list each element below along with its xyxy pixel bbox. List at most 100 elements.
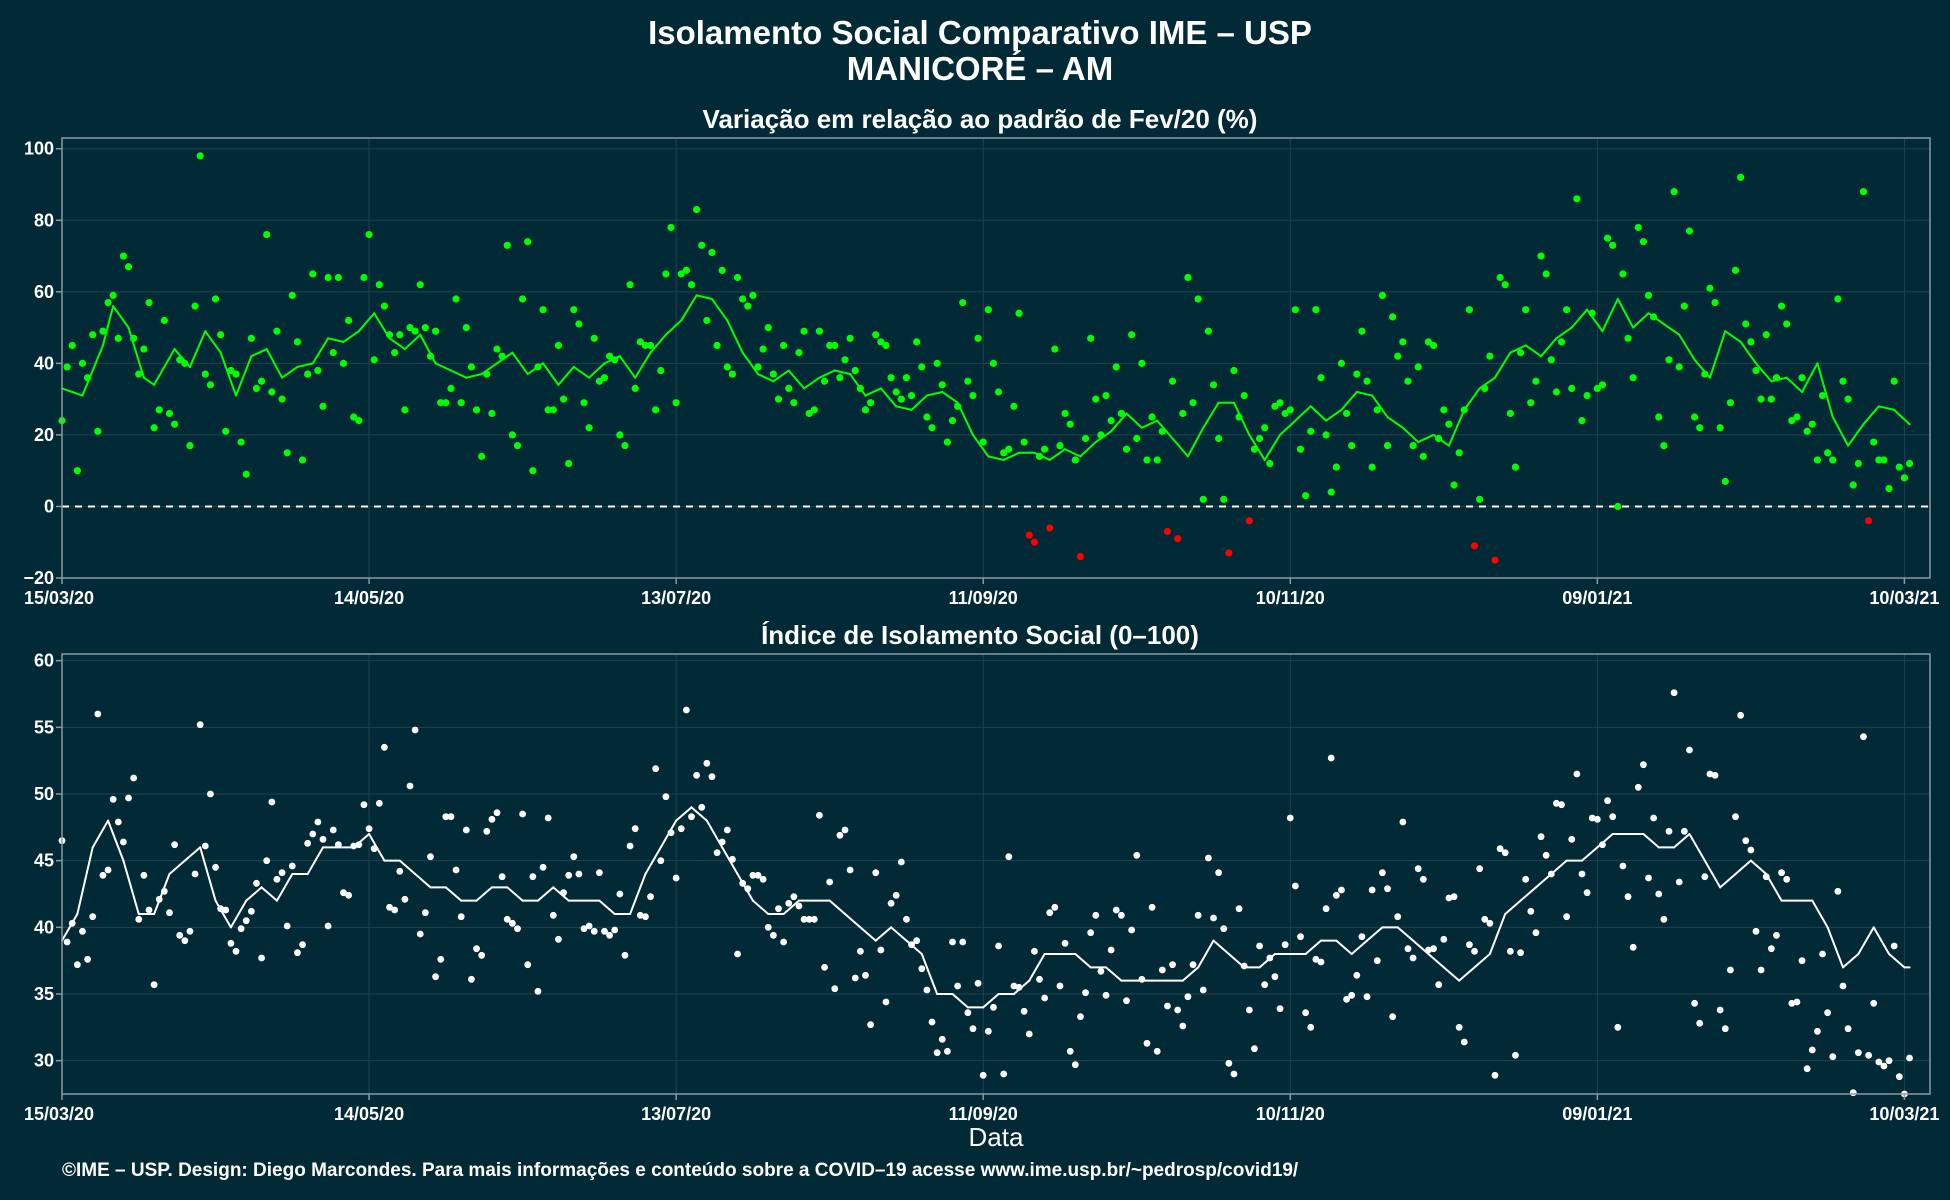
p1-data-point [785,384,793,393]
p2-data-point [145,906,153,914]
p2-data-point [1716,1006,1724,1014]
p2-data-point [406,782,414,790]
p2-data-point [1471,947,1478,955]
p2-data-point [1445,894,1453,902]
p1-data-point [820,377,829,385]
p1-data-point [810,406,818,414]
p1-trend-segment [1724,330,1742,343]
p2-data-point [171,841,178,849]
p2-trend-segment [1734,859,1752,875]
p1-data-point [385,331,394,339]
p1-data-point [421,323,429,332]
p2-data-point [790,893,798,901]
p2-data-point [1082,989,1089,997]
p1-data-point [1522,306,1530,314]
p1-trend-segment [311,337,330,365]
p1-data-point [1803,427,1811,435]
p2-data-point [1348,991,1356,999]
p2-trend-segment [1811,899,1829,929]
p1-data-point [68,341,76,350]
p1-data-point [1670,188,1678,196]
p1-trend-segment [1877,405,1896,411]
p2-data-point [196,721,204,729]
p1-trend-segment [879,387,898,408]
p2-data-point [1619,862,1627,870]
p1-data-point [544,406,552,414]
p1-data-point [877,338,885,346]
p2-data-point [928,1018,936,1026]
p1-data-point [759,345,767,353]
p1-data-point [375,281,383,289]
p2-y-tick-label: 45 [34,851,54,871]
p2-y-tick-label: 50 [34,784,54,804]
p2-data-point [1609,813,1617,821]
p1-data-point [1230,366,1238,375]
p2-data-point [488,815,496,823]
p1-data-point [247,334,255,342]
p1-data-point [1900,474,1909,482]
p1-data-point [994,388,1003,396]
p2-data-point [217,905,225,913]
p1-data-point [119,252,128,260]
p2-trend-segment [951,993,969,1009]
p1-data-point [1102,391,1110,400]
p1-data-point [744,302,752,310]
p1-data-point [570,306,578,314]
p1-data-point [1880,456,1888,464]
p2-data-point [657,857,665,865]
p2-y-tick-label: 55 [34,717,54,737]
p1-data-point [698,241,706,249]
p1-data-point [437,399,445,407]
p2-data-point [647,893,654,901]
p1-trend-segment [1002,451,1021,461]
p2-data-point [1808,1046,1816,1054]
p2-trend-segment [1074,953,1092,969]
p2-data-point [365,825,373,833]
p2-data-point [1204,854,1212,862]
p2-data-point [483,827,491,835]
p2-data-point [1123,997,1130,1005]
p2-data-point [345,891,352,899]
p2-data-point [1634,783,1642,791]
p2-data-point [887,899,895,907]
p1-trend-segment [1893,408,1911,426]
p2-data-point [304,839,312,847]
p2-data-point [1629,943,1637,951]
p2-data-point [841,826,849,834]
p1-data-point [257,377,266,385]
p2-data-point [595,869,603,877]
p1-data-point [590,334,598,342]
p1-data-point [805,409,813,418]
p1-data-point [529,467,537,475]
p1-data-point [1701,370,1709,378]
p2-data-point [1419,875,1427,883]
p2-data-point [1112,906,1120,914]
p2-data-point [1814,1027,1821,1035]
p1-trend-segment [588,362,606,379]
p2-data-point [104,866,112,874]
p2-data-point [1071,1061,1079,1069]
p2-data-point [555,935,562,943]
p2-data-point [1645,874,1652,882]
p1-data-point [1409,442,1417,450]
p1-data-point [1639,238,1648,246]
p1-data-point [426,352,435,360]
panel2-trend-line [61,806,1911,1009]
p1-data-point [1133,434,1141,443]
p1-x-tick-label: 11/09/20 [949,588,1018,608]
p2-trend-segment [1028,953,1046,982]
p2-data-point [1020,1007,1028,1015]
p1-data-point [667,223,675,232]
p2-data-point [1025,1030,1033,1038]
p1-data-point [826,341,834,350]
p2-data-point [201,842,209,850]
p2-trend-segment [844,913,862,929]
p2-data-point [1588,814,1596,822]
p1-data-point [1783,320,1791,328]
p1-data-point [1788,417,1796,425]
p1-data-point [1271,402,1279,410]
p1-data-point [145,298,153,307]
p2-data-point [1051,903,1059,911]
p1-data-point [1455,449,1463,457]
p2-y-tick-label: 35 [34,984,54,1004]
